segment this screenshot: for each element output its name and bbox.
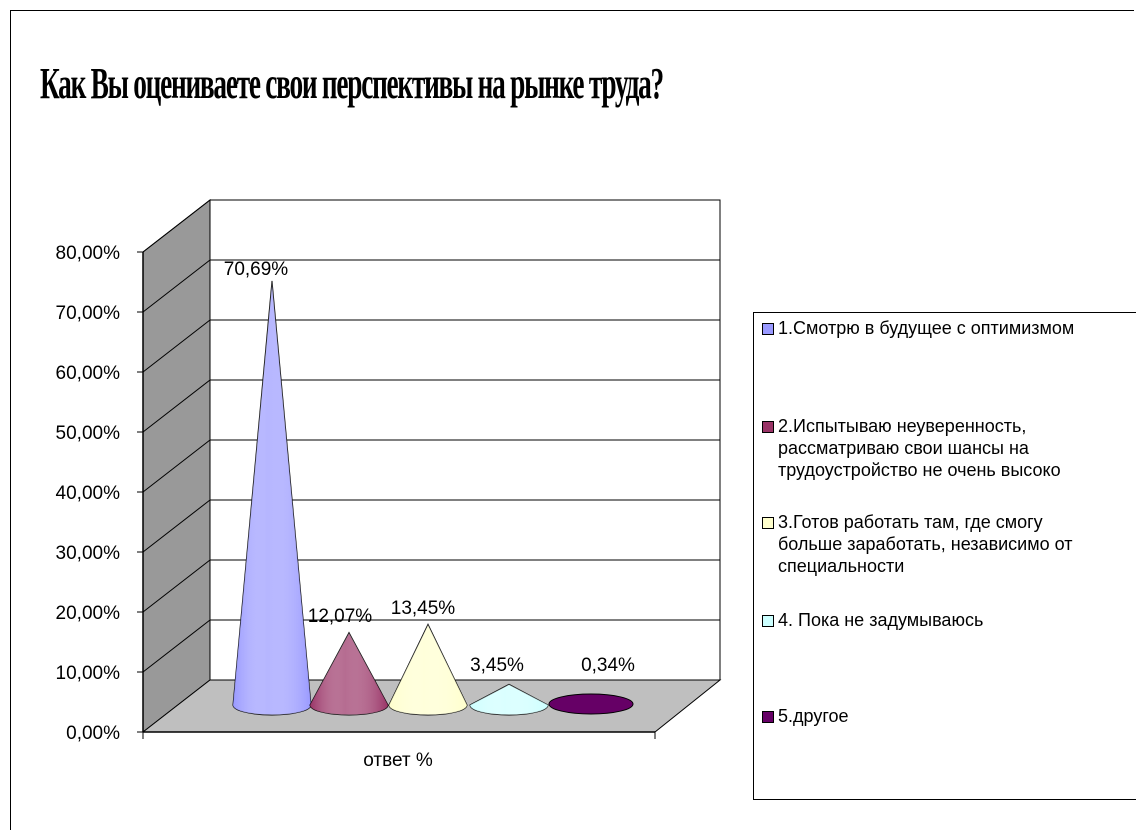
chart-frame bbox=[10, 10, 1134, 830]
gridline-side bbox=[142, 319, 211, 373]
legend-label: 2.Испытываю неуверенность, рассматриваю … bbox=[778, 416, 1061, 480]
cone-5 bbox=[548, 693, 634, 715]
legend-swatch bbox=[762, 615, 774, 627]
gridline-side bbox=[142, 619, 211, 673]
legend-item-2: 2.Испытываю неуверенность, рассматриваю … bbox=[762, 415, 1107, 481]
y-tick-label: 0,00% bbox=[66, 723, 120, 744]
legend-item-3: 3.Готов работать там, где смогу больше з… bbox=[762, 511, 1107, 577]
legend-swatch bbox=[762, 711, 774, 723]
gridline-side bbox=[142, 439, 211, 493]
data-label-2: 12,07% bbox=[308, 606, 373, 627]
y-tick-label: 60,00% bbox=[56, 363, 121, 384]
legend-swatch bbox=[762, 517, 774, 529]
chart-plot: 0,00% 10,00% 20,00% 30,00% 40,00% 50,00% 60,00… bbox=[56, 198, 722, 771]
cone-highlight-4 bbox=[470, 684, 548, 715]
chart-title: Как Вы оцениваете свои перспективы на ры… bbox=[40, 59, 664, 108]
legend-item-5: 5.другое bbox=[762, 705, 1107, 727]
y-tick-label: 50,00% bbox=[56, 423, 121, 444]
data-label-5: 0,34% bbox=[581, 655, 635, 676]
y-tick-label: 20,00% bbox=[56, 603, 121, 624]
y-tick-label: 70,00% bbox=[56, 303, 121, 324]
x-axis-title: ответ % bbox=[363, 750, 433, 771]
legend: 1.Смотрю в будущее с оптимизмом 2.Испытыв… bbox=[753, 312, 1136, 800]
y-tick-label: 10,00% bbox=[56, 663, 121, 684]
gridline-side bbox=[142, 559, 211, 613]
cone-highlight-2 bbox=[310, 632, 388, 715]
gridline-side bbox=[142, 259, 211, 313]
data-label-1: 70,69% bbox=[224, 259, 289, 280]
y-tick-label: 40,00% bbox=[56, 483, 121, 504]
legend-label: 4. Пока не задумываюсь bbox=[778, 610, 984, 630]
cone-highlight-1 bbox=[233, 280, 311, 715]
gridline-side bbox=[142, 379, 211, 433]
cone-highlight-3 bbox=[389, 624, 467, 715]
legend-swatch bbox=[762, 421, 774, 433]
gridline-side bbox=[142, 499, 211, 553]
legend-item-4: 4. Пока не задумываюсь bbox=[762, 609, 1107, 631]
data-label-3: 13,45% bbox=[391, 598, 456, 619]
y-tick-label: 80,00% bbox=[56, 243, 121, 264]
legend-label: 3.Готов работать там, где смогу больше з… bbox=[778, 512, 1073, 576]
data-label-4: 3,45% bbox=[470, 655, 524, 676]
legend-swatch bbox=[762, 323, 774, 335]
legend-item-1: 1.Смотрю в будущее с оптимизмом bbox=[762, 317, 1107, 339]
legend-label: 5.другое bbox=[778, 706, 849, 726]
gridline-side bbox=[142, 199, 211, 253]
y-tick-label: 30,00% bbox=[56, 543, 121, 564]
legend-label: 1.Смотрю в будущее с оптимизмом bbox=[778, 318, 1075, 338]
